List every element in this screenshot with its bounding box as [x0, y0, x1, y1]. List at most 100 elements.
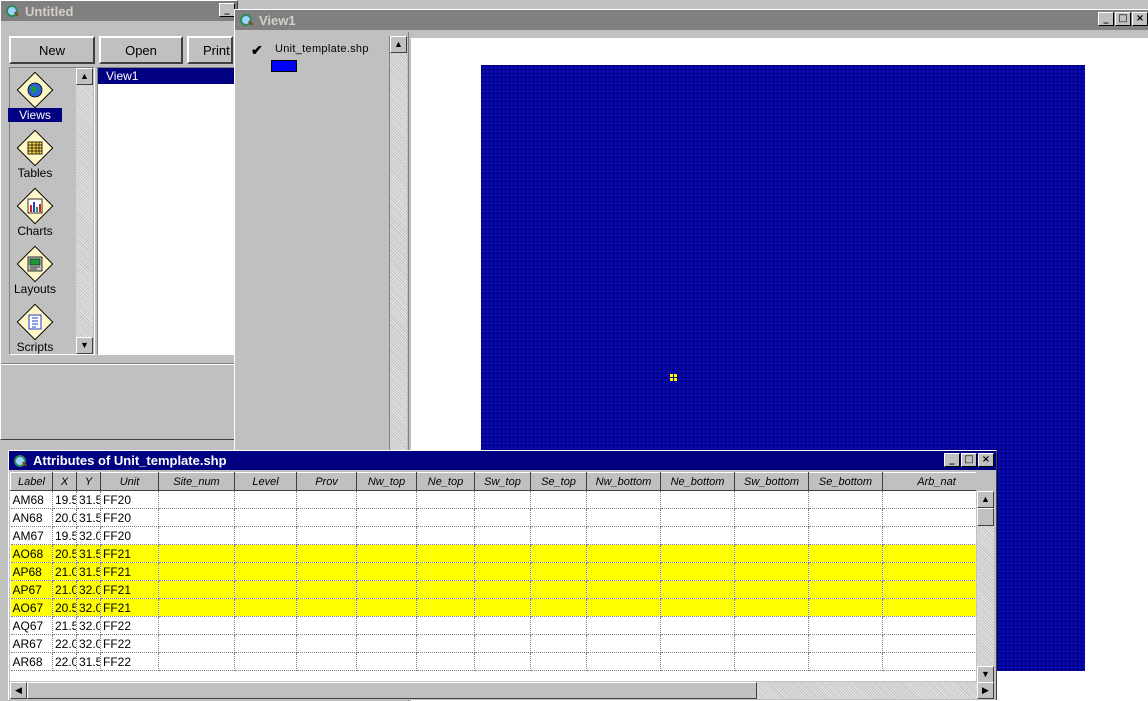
table-cell[interactable]: AP67: [10, 580, 53, 599]
table-cell[interactable]: [882, 652, 976, 671]
table-cell[interactable]: [296, 562, 357, 581]
table-cell[interactable]: [158, 562, 235, 581]
table-cell[interactable]: [474, 634, 531, 653]
table-cell[interactable]: [660, 634, 735, 653]
table-cell[interactable]: FF20: [100, 526, 159, 545]
scroll-up-arrow[interactable]: ▲: [76, 68, 93, 85]
table-cell[interactable]: [530, 634, 587, 653]
scroll-thumb[interactable]: [27, 682, 757, 699]
table-cell[interactable]: [416, 598, 475, 617]
table-cell[interactable]: AN68: [10, 508, 53, 527]
table-cell[interactable]: 32.0: [76, 616, 101, 635]
table-cell[interactable]: AP68: [10, 562, 53, 581]
table-cell[interactable]: [882, 562, 976, 581]
table-cell[interactable]: [586, 616, 661, 635]
table-cell[interactable]: [882, 526, 976, 545]
table-row[interactable]: AM68 19.5 31.5 FF20: [10, 490, 976, 509]
table-cell[interactable]: [882, 598, 976, 617]
table-cell[interactable]: [734, 652, 809, 671]
table-cell[interactable]: 21.0: [52, 580, 77, 599]
table-cell[interactable]: [158, 508, 235, 527]
table-cell[interactable]: FF22: [100, 616, 159, 635]
table-row[interactable]: AP68 21.0 31.5 FF21: [10, 562, 976, 581]
table-cell[interactable]: [530, 526, 587, 545]
table-cell[interactable]: [586, 652, 661, 671]
table-cell[interactable]: 20.5: [52, 598, 77, 617]
scroll-thumb[interactable]: [977, 508, 994, 526]
table-cell[interactable]: [882, 508, 976, 527]
table-cell[interactable]: [234, 634, 297, 653]
table-cell[interactable]: [660, 508, 735, 527]
table-cell[interactable]: [660, 526, 735, 545]
table-cell[interactable]: [234, 508, 297, 527]
table-cell[interactable]: [530, 616, 587, 635]
table-cell[interactable]: [474, 580, 531, 599]
table-cell[interactable]: [882, 616, 976, 635]
table-cell[interactable]: 20.5: [52, 544, 77, 563]
table-cell[interactable]: 19.5: [52, 490, 77, 509]
table-cell[interactable]: AM68: [10, 490, 53, 509]
table-cell[interactable]: [158, 652, 235, 671]
table-cell[interactable]: [356, 526, 417, 545]
table-row[interactable]: AP67 21.0 32.0 FF21: [10, 580, 976, 599]
table-cell[interactable]: FF20: [100, 490, 159, 509]
table-cell[interactable]: 32.0: [76, 526, 101, 545]
table-cell[interactable]: AO67: [10, 598, 53, 617]
table-cell[interactable]: [586, 526, 661, 545]
table-cell[interactable]: FF21: [100, 580, 159, 599]
table-cell[interactable]: [158, 580, 235, 599]
table-cell[interactable]: [808, 634, 883, 653]
table-cell[interactable]: [474, 490, 531, 509]
table-cell[interactable]: [660, 544, 735, 563]
table-cell[interactable]: [296, 580, 357, 599]
table-cell[interactable]: [586, 544, 661, 563]
table-cell[interactable]: [586, 580, 661, 599]
table-cell[interactable]: [356, 580, 417, 599]
table-cell[interactable]: 31.5: [76, 508, 101, 527]
table-cell[interactable]: AR67: [10, 634, 53, 653]
table-cell[interactable]: [474, 598, 531, 617]
table-row[interactable]: AQ67 21.5 32.0 FF22: [10, 616, 976, 635]
doc-type-views[interactable]: Views: [8, 71, 62, 122]
attributes-window-titlebar[interactable]: Attributes of Unit_template.shp _ □ ×: [9, 451, 996, 470]
table-cell[interactable]: [234, 490, 297, 509]
table-cell[interactable]: FF22: [100, 634, 159, 653]
table-cell[interactable]: [158, 616, 235, 635]
table-cell[interactable]: [808, 580, 883, 599]
table-cell[interactable]: [808, 508, 883, 527]
scroll-left-arrow[interactable]: ◀: [10, 682, 27, 699]
layer-symbol-swatch[interactable]: [271, 60, 297, 72]
table-cell[interactable]: 21.5: [52, 616, 77, 635]
table-cell[interactable]: [734, 580, 809, 599]
table-cell[interactable]: 32.0: [76, 598, 101, 617]
table-cell[interactable]: [808, 652, 883, 671]
table-cell[interactable]: [296, 634, 357, 653]
scroll-down-arrow[interactable]: ▼: [76, 337, 93, 354]
table-cell[interactable]: [296, 598, 357, 617]
maximize-button[interactable]: □: [1115, 12, 1131, 26]
table-cell[interactable]: [734, 616, 809, 635]
table-cell[interactable]: 32.0: [76, 634, 101, 653]
table-row[interactable]: AM67 19.5 32.0 FF20: [10, 526, 976, 545]
table-cell[interactable]: [416, 508, 475, 527]
table-cell[interactable]: [530, 598, 587, 617]
selected-polygons[interactable]: [669, 373, 677, 381]
print-button[interactable]: Print: [187, 36, 233, 64]
table-cell[interactable]: 31.5: [76, 562, 101, 581]
table-cell[interactable]: [416, 526, 475, 545]
close-button[interactable]: ×: [1132, 12, 1148, 26]
table-cell[interactable]: [530, 508, 587, 527]
table-cell[interactable]: [734, 544, 809, 563]
column-header[interactable]: Se_bottom: [808, 472, 883, 491]
doc-type-charts[interactable]: Charts: [8, 187, 62, 238]
column-header[interactable]: Site_num: [158, 472, 235, 491]
table-cell[interactable]: [356, 490, 417, 509]
scroll-up-arrow[interactable]: ▲: [977, 491, 994, 508]
table-cell[interactable]: [882, 580, 976, 599]
table-cell[interactable]: [586, 508, 661, 527]
table-cell[interactable]: 22.0: [52, 652, 77, 671]
table-cell[interactable]: [474, 652, 531, 671]
column-header[interactable]: Y: [76, 472, 101, 491]
table-cell[interactable]: AQ67: [10, 616, 53, 635]
table-row[interactable]: AO67 20.5 32.0 FF21: [10, 598, 976, 617]
